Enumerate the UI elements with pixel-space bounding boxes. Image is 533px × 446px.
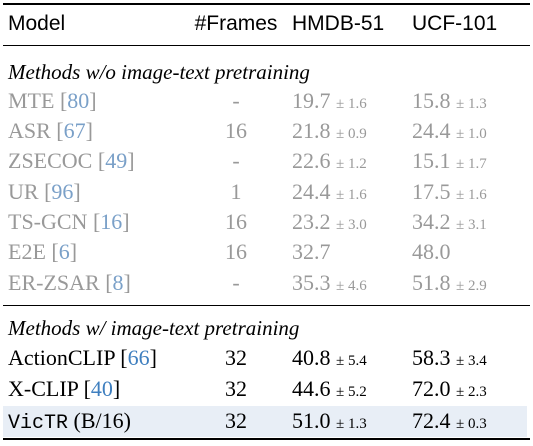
model-name: X-CLIP [40]: [8, 376, 121, 401]
table-row: MTE [80] - 19.7 ± 1.6 15.8 ± 1.3: [0, 85, 533, 117]
ucf-value: 34.2 ± 3.1: [412, 209, 487, 234]
ucf-value: 15.8 ± 1.3: [412, 88, 487, 113]
header-frames: #Frames: [194, 12, 278, 35]
citation-link[interactable]: 6: [58, 239, 70, 264]
ucf-value: 24.4 ± 1.0: [412, 118, 487, 143]
hmdb-value: 40.8 ± 5.4: [292, 345, 367, 370]
citation-link[interactable]: 96: [51, 179, 74, 204]
table-row: TS-GCN [16] 16 23.2 ± 3.0 34.2 ± 3.1: [0, 206, 533, 238]
table-row-ours: VicTR (B/16) 32 51.0 ± 1.3 72.4 ± 0.3: [0, 405, 533, 437]
section-title-w: Methods w/ image-text pretraining: [8, 316, 300, 340]
ucf-value: 58.3 ± 3.4: [412, 345, 487, 370]
model-name: E2E [6]: [8, 239, 78, 264]
hmdb-value: 32.7: [292, 239, 331, 264]
ucf-value: 72.4 ± 0.3: [412, 408, 487, 433]
frames-value: 1: [230, 179, 242, 204]
header-ucf: UCF-101: [412, 12, 498, 35]
citation-link[interactable]: 67: [63, 118, 86, 143]
hmdb-value: 23.2 ± 3.0: [292, 209, 367, 234]
bottom-rule: [3, 438, 530, 440]
citation-link[interactable]: 66: [127, 345, 150, 370]
citation-link[interactable]: 40: [90, 376, 113, 401]
model-name: MTE [80]: [8, 88, 97, 113]
table-row: X-CLIP [40] 32 44.6 ± 5.2 72.0 ± 2.3: [0, 373, 533, 405]
frames-value: -: [232, 88, 240, 113]
citation-link[interactable]: 49: [105, 148, 128, 173]
frames-value: 32: [225, 408, 247, 433]
model-name: TS-GCN [16]: [8, 209, 130, 234]
hmdb-value: 44.6 ± 5.2: [292, 376, 367, 401]
ucf-value: 15.1 ± 1.7: [412, 148, 487, 173]
citation-link[interactable]: 16: [100, 209, 123, 234]
ucf-value: 48.0: [412, 239, 451, 264]
table-row: ZSECOC [49] - 22.6 ± 1.2 15.1 ± 1.7: [0, 145, 533, 177]
ucf-value: 72.0 ± 2.3: [412, 376, 487, 401]
ucf-value: 51.8 ± 2.9: [412, 270, 487, 295]
top-rule: [3, 3, 530, 5]
hmdb-value: 19.7 ± 1.6: [292, 88, 367, 113]
frames-value: 32: [225, 376, 247, 401]
hmdb-value: 51.0 ± 1.3: [292, 408, 367, 433]
frames-value: -: [232, 148, 240, 173]
frames-value: 16: [225, 118, 247, 143]
model-name: ER-ZSAR [8]: [8, 270, 131, 295]
table-row: ActionCLIP [66] 32 40.8 ± 5.4 58.3 ± 3.4: [0, 342, 533, 374]
header-hmdb: HMDB-51: [292, 12, 385, 35]
model-name: ZSECOC [49]: [8, 148, 135, 173]
hmdb-value: 24.4 ± 1.6: [292, 179, 367, 204]
frames-value: 16: [225, 209, 247, 234]
header-row: Model #Frames HMDB-51 UCF-101: [0, 8, 533, 40]
model-name: UR [96]: [8, 179, 81, 204]
table-row: E2E [6] 16 32.7 48.0: [0, 236, 533, 268]
table-row: UR [96] 1 24.4 ± 1.6 17.5 ± 1.6: [0, 176, 533, 208]
highlight-row-bg: [3, 406, 527, 437]
frames-value: 32: [225, 345, 247, 370]
frames-value: -: [232, 270, 240, 295]
hmdb-value: 21.8 ± 0.9: [292, 118, 367, 143]
header-model: Model: [8, 12, 66, 35]
table-row: ASR [67] 16 21.8 ± 0.9 24.4 ± 1.0: [0, 115, 533, 147]
header-rule: [3, 45, 530, 46]
section-title-wo: Methods w/o image-text pretraining: [8, 60, 310, 84]
table-row: ER-ZSAR [8] - 35.3 ± 4.6 51.8 ± 2.9: [0, 267, 533, 299]
hmdb-value: 22.6 ± 1.2: [292, 148, 367, 173]
ucf-value: 17.5 ± 1.6: [412, 179, 487, 204]
citation-link[interactable]: 8: [112, 270, 124, 295]
frames-value: 16: [225, 239, 247, 264]
section-rule: [3, 305, 530, 306]
citation-link[interactable]: 80: [67, 88, 90, 113]
model-name: ASR [67]: [8, 118, 93, 143]
model-name: VicTR (B/16): [8, 408, 131, 435]
hmdb-value: 35.3 ± 4.6: [292, 270, 367, 295]
model-name: ActionCLIP [66]: [8, 345, 157, 370]
